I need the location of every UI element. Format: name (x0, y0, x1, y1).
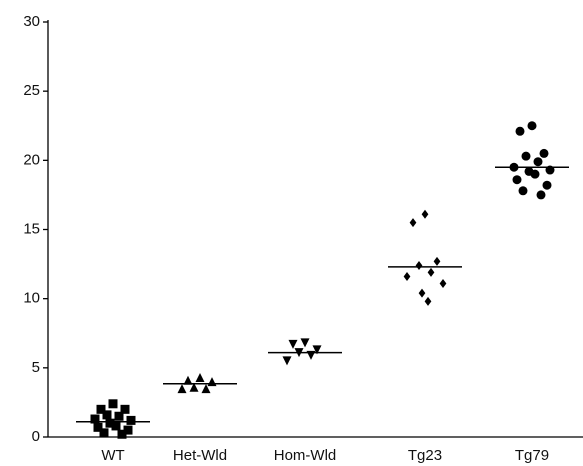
point (518, 186, 528, 196)
y-tick-label: 20 (23, 151, 40, 168)
point (102, 410, 112, 420)
point (530, 169, 540, 179)
point (527, 121, 537, 131)
point (288, 339, 298, 349)
point (114, 411, 124, 421)
point (99, 428, 109, 438)
point (117, 429, 127, 439)
point (126, 415, 136, 425)
point (201, 384, 211, 394)
point (207, 377, 217, 387)
point (433, 256, 441, 266)
x-tick-label: Tg23 (408, 447, 442, 464)
point (424, 296, 432, 306)
point (512, 175, 522, 185)
x-tick-label: WT (101, 447, 124, 464)
point (93, 422, 103, 432)
point (108, 399, 118, 409)
point (415, 260, 423, 270)
point (300, 338, 310, 348)
point (515, 126, 525, 136)
point (90, 414, 100, 424)
y-tick-label: 10 (23, 290, 40, 307)
point (536, 190, 546, 200)
point (183, 375, 193, 385)
y-tick-label: 15 (23, 220, 40, 237)
point (421, 209, 429, 219)
point (403, 272, 411, 282)
point (533, 157, 543, 167)
point (439, 278, 447, 288)
point (427, 267, 435, 277)
point (123, 425, 133, 435)
x-tick-label: Tg79 (515, 447, 549, 464)
point (96, 404, 106, 414)
point (542, 180, 552, 190)
point (177, 384, 187, 394)
x-tick-label: Het-Wld (173, 447, 227, 464)
point (105, 418, 115, 428)
point (418, 288, 426, 298)
y-tick-label: 25 (23, 82, 40, 99)
point (409, 218, 417, 228)
point (120, 404, 130, 414)
y-tick-label: 5 (32, 359, 40, 376)
point (312, 345, 322, 355)
x-tick-label: Hom-Wld (274, 447, 337, 464)
point (282, 356, 292, 366)
point (521, 151, 531, 161)
y-tick-label: 0 (32, 428, 40, 445)
y-tick-label: 30 (23, 13, 40, 30)
point (195, 373, 205, 383)
point (111, 421, 121, 431)
point (539, 148, 549, 158)
point (189, 382, 199, 392)
